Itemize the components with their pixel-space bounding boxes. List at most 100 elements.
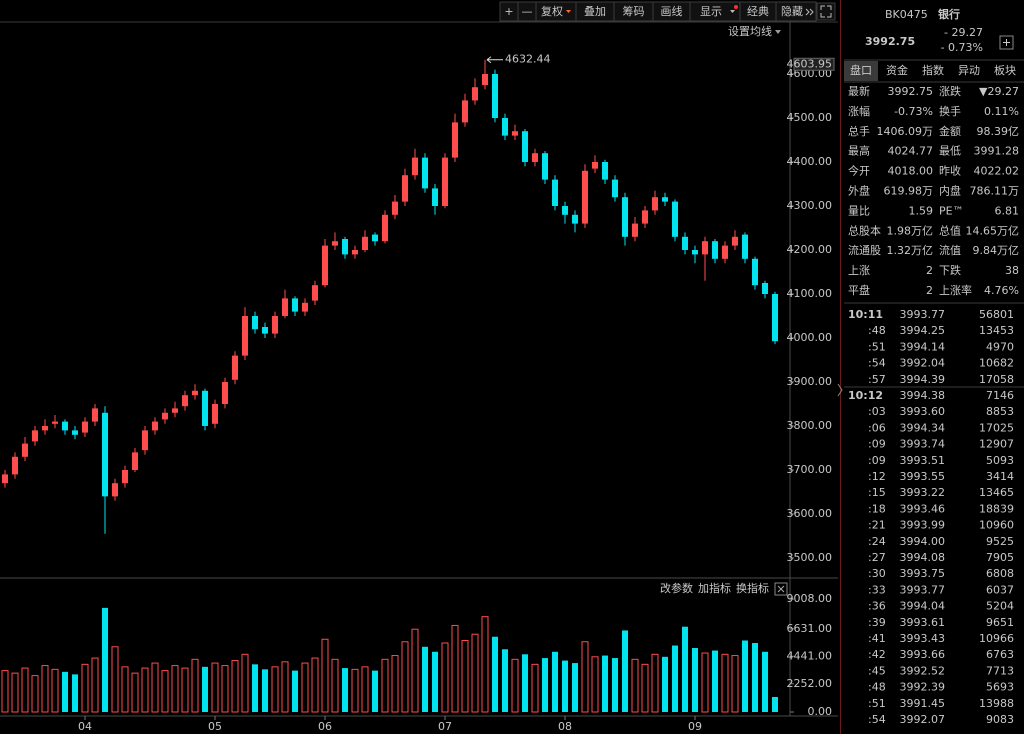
trade-price: 3993.77 [900, 308, 946, 321]
candle-body [142, 430, 148, 451]
candle-body [152, 421, 158, 431]
candle-body [292, 298, 298, 312]
volume-bar [342, 668, 348, 712]
stat-label: 涨幅 [848, 105, 870, 118]
candle-body [532, 153, 538, 163]
ma-settings[interactable]: 设置均线 [728, 24, 772, 38]
x-tick-label: 09 [688, 720, 702, 733]
candle-body [432, 188, 438, 207]
candle-body [132, 452, 138, 470]
volume-bar [552, 651, 558, 712]
tab[interactable]: 板块 [994, 63, 1016, 77]
trade-price: 3993.46 [900, 502, 946, 515]
volume-bar [252, 664, 258, 712]
stat-value: 0.11% [984, 105, 1019, 118]
candle-body [522, 131, 528, 163]
volume-bar [361, 666, 369, 713]
volume-bar [191, 658, 199, 713]
trade-time: :57 [868, 373, 886, 386]
indicator-menu[interactable]: 改参数 [660, 581, 693, 595]
arrow-icon [805, 8, 814, 16]
indicator-menu[interactable]: 加指标 [698, 581, 731, 595]
last-value-box [793, 57, 835, 71]
y-tick-label: 4441.00 [787, 649, 833, 662]
trade-time: :48 [868, 324, 886, 337]
candle-body [502, 118, 508, 136]
y-tick-label: 2252.00 [787, 677, 833, 690]
top-value-label: 4603.95 [787, 57, 833, 70]
candle-body [642, 210, 648, 224]
volume-bar [311, 657, 319, 713]
tab[interactable]: 资金 [886, 63, 908, 77]
trade-time: :36 [868, 600, 886, 613]
candle-body [462, 100, 468, 123]
add-button[interactable] [999, 35, 1014, 50]
fullscreen-button[interactable] [816, 2, 836, 21]
trade-time: :15 [868, 486, 886, 499]
candle-body [602, 162, 608, 180]
trade-volume: 12907 [979, 438, 1014, 451]
volume-bar [602, 655, 608, 712]
stat-label: 金额 [939, 124, 961, 138]
candle-body [222, 381, 228, 404]
volume-bar [381, 658, 389, 713]
volume-bar [531, 663, 539, 713]
y-tick-label: 3800.00 [787, 419, 833, 432]
candle-body [512, 131, 518, 136]
volume-bar [481, 616, 489, 713]
trade-time: :27 [868, 551, 886, 564]
candle-body [182, 395, 188, 407]
y-tick-label: 3600.00 [787, 507, 833, 520]
candle-body [202, 390, 208, 426]
max-annotation: 4632.44 [505, 53, 551, 66]
trade-price: 3993.43 [900, 632, 946, 645]
stat-value: 4024.77 [888, 145, 934, 158]
candle-body [622, 197, 628, 237]
stat-label: 下跌 [939, 263, 961, 277]
trade-volume: 5093 [986, 454, 1014, 467]
tab[interactable]: 指数 [922, 63, 944, 77]
volume-bar [81, 663, 89, 713]
volume-bar [331, 658, 339, 713]
volume-bar [21, 667, 29, 713]
candle-body [612, 179, 618, 198]
stat-label: 流通股 [848, 243, 881, 257]
trade-price: 3993.74 [900, 438, 946, 451]
collapse-handle[interactable] [837, 383, 843, 397]
trade-price: 3993.55 [900, 470, 946, 483]
candle-body [572, 214, 578, 224]
candle-body [212, 403, 218, 424]
volume-bar [562, 660, 568, 712]
quote-change-pct: - 0.73% [941, 41, 983, 54]
trade-volume: 18839 [979, 502, 1014, 515]
stat-value: 6.81 [995, 204, 1020, 217]
volume-bar [321, 638, 329, 713]
candle-body [272, 315, 278, 334]
toolbar-button[interactable] [775, 1, 817, 22]
stat-label: 总值 [939, 223, 961, 237]
stat-value: 9.84万亿 [973, 244, 1020, 257]
indicator-menu[interactable]: 换指标 [736, 581, 769, 595]
tab[interactable]: 异动 [958, 64, 980, 77]
candle-body [2, 474, 8, 484]
trade-volume: 17025 [979, 421, 1014, 434]
stat-label: 最低 [939, 145, 961, 158]
x-tick-label: 05 [208, 720, 222, 733]
trade-price: 3992.39 [900, 681, 946, 694]
volume-bar [742, 640, 748, 712]
toolbar-label: 筹码 [623, 4, 645, 18]
volume-bar [262, 669, 268, 712]
toolbar-label: 显示 [700, 5, 722, 18]
trade-time: :21 [868, 519, 886, 532]
x-tick-label: 06 [318, 720, 332, 733]
volume-bar [471, 633, 479, 713]
candle-body [692, 249, 698, 255]
trade-price: 3994.39 [900, 373, 946, 386]
tab[interactable]: 盘口 [850, 63, 872, 77]
x-tick-label: 07 [438, 720, 452, 733]
trade-time: :54 [868, 357, 886, 370]
volume-bar [151, 662, 159, 713]
close-button[interactable] [774, 582, 788, 596]
candle-body [632, 223, 638, 237]
stat-value: 4018.00 [888, 165, 934, 178]
